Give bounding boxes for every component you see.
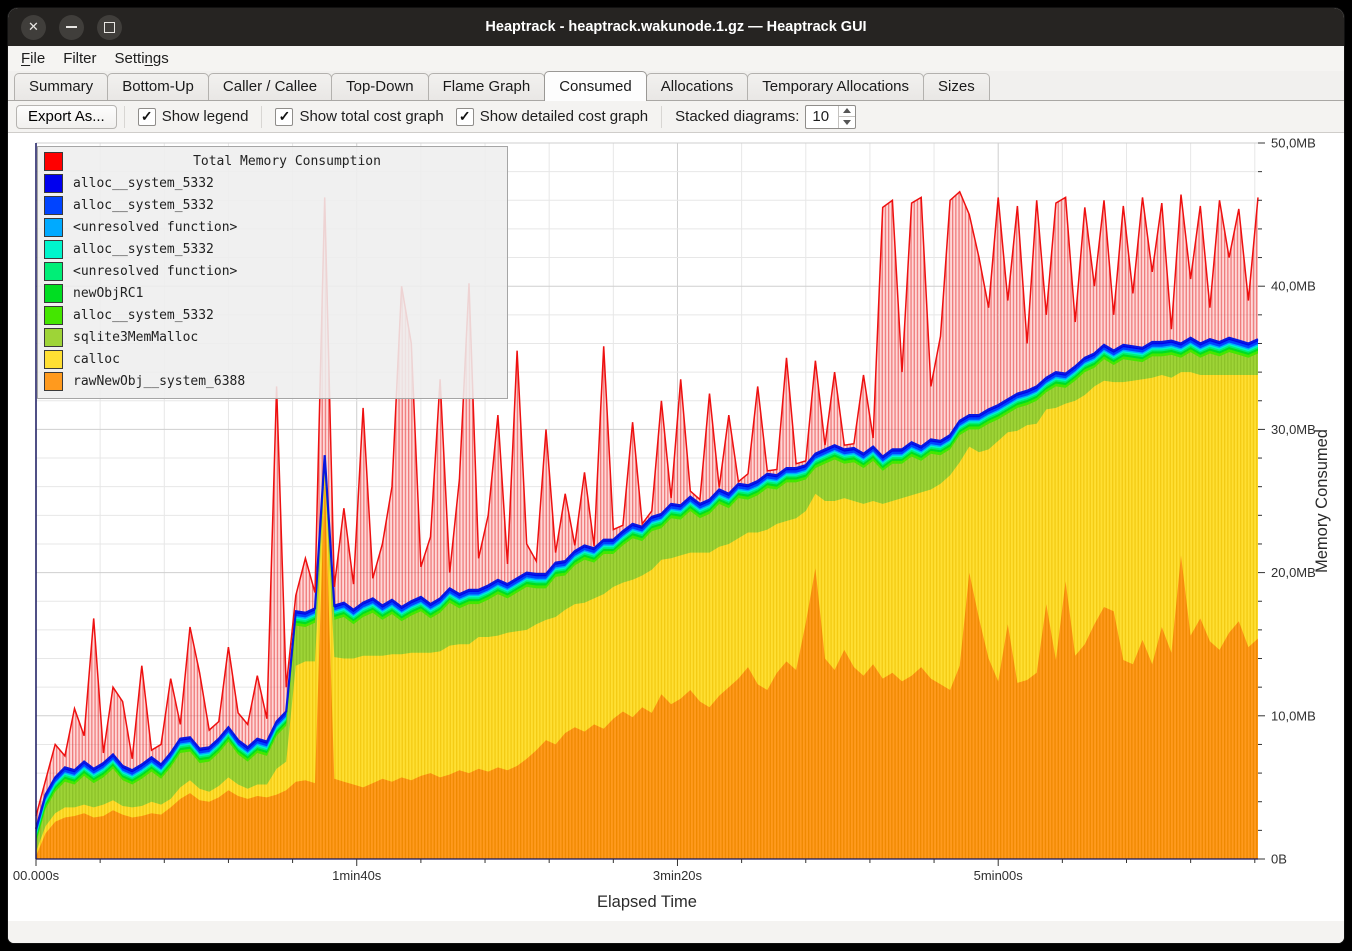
legend-swatch <box>44 283 63 303</box>
legend-label: rawNewObj__system_6388 <box>73 373 246 389</box>
minimize-button[interactable] <box>59 14 84 40</box>
tab-top-down[interactable]: Top-Down <box>331 73 429 100</box>
spin-down-button[interactable] <box>839 116 856 128</box>
legend-label: alloc__system_5332 <box>73 175 214 191</box>
checkbox-icon[interactable] <box>455 107 474 126</box>
maximize-icon <box>104 21 115 33</box>
checkbox-show-legend[interactable]: Show legend <box>137 107 249 126</box>
legend-swatch <box>44 327 63 347</box>
legend-item: alloc__system_5332 <box>38 304 507 326</box>
stacked-diagrams-label: Stacked diagrams: <box>675 108 800 125</box>
legend-label: alloc__system_5332 <box>73 241 214 257</box>
tab-caller-callee[interactable]: Caller / Callee <box>207 73 333 100</box>
tab-consumed[interactable]: Consumed <box>544 71 647 101</box>
legend-label: Total Memory Consumption <box>193 153 381 169</box>
memory-consumption-chart[interactable]: 00.000s 1min40s 3min20s 5min00s 0B 10,0MB 20,0… <box>8 133 1344 921</box>
svg-text:Memory Consumed: Memory Consumed <box>1313 429 1331 573</box>
checkbox-icon[interactable] <box>275 107 294 126</box>
legend-label: sqlite3MemMalloc <box>73 329 199 345</box>
window-bottom-strip <box>8 921 1344 943</box>
legend-label: calloc <box>73 351 120 367</box>
chart-legend: Total Memory Consumption alloc__system_53… <box>37 146 508 399</box>
checkbox-label: Show total cost graph <box>299 108 444 125</box>
legend-swatch <box>44 217 63 237</box>
legend-swatch <box>44 371 63 391</box>
checkbox-icon[interactable] <box>137 107 156 126</box>
svg-text:30,0MB: 30,0MB <box>1271 422 1316 437</box>
menu-file[interactable]: File <box>21 50 46 67</box>
legend-item: <unresolved function> <box>38 260 507 282</box>
legend-item: sqlite3MemMalloc <box>38 326 507 348</box>
legend-item: alloc__system_5332 <box>38 172 507 194</box>
legend-item: calloc <box>38 348 507 370</box>
legend-swatch <box>44 349 63 369</box>
legend-item: alloc__system_5332 <box>38 238 507 260</box>
legend-label: alloc__system_5332 <box>73 307 214 323</box>
tab-bottom-up[interactable]: Bottom-Up <box>107 73 209 100</box>
window-title: Heaptrack - heaptrack.wakunode.1.gz — He… <box>485 19 867 35</box>
checkbox-show-detailed-cost-graph[interactable]: Show detailed cost graph <box>455 107 649 126</box>
tab-allocations[interactable]: Allocations <box>645 73 749 100</box>
spin-up-button[interactable] <box>839 106 855 117</box>
legend-swatch <box>44 305 63 325</box>
legend-item: rawNewObj__system_6388 <box>38 370 507 392</box>
legend-swatch <box>44 239 63 259</box>
tab-flame-graph[interactable]: Flame Graph <box>427 73 546 100</box>
menu-bar: File Filter Settings <box>8 46 1344 71</box>
menu-filter[interactable]: Filter <box>63 50 97 67</box>
legend-swatch <box>44 261 63 281</box>
tab-summary[interactable]: Summary <box>14 73 109 100</box>
legend-item: alloc__system_5332 <box>38 194 507 216</box>
legend-label: newObjRC1 <box>73 285 144 301</box>
svg-text:00.000s: 00.000s <box>13 868 60 883</box>
maximize-button[interactable] <box>97 14 122 40</box>
checkbox-label: Show detailed cost graph <box>479 108 649 125</box>
menu-settings[interactable]: Settings <box>114 50 169 67</box>
legend-label: alloc__system_5332 <box>73 197 214 213</box>
consumed-chart-pane: 00.000s 1min40s 3min20s 5min00s 0B 10,0MB 20,0… <box>8 133 1344 921</box>
tab-temporary-allocations[interactable]: Temporary Allocations <box>747 73 925 100</box>
minimize-icon <box>66 26 77 28</box>
svg-text:Elapsed Time: Elapsed Time <box>597 893 697 911</box>
legend-label: <unresolved function> <box>73 263 238 279</box>
legend-item: newObjRC1 <box>38 282 507 304</box>
svg-text:40,0MB: 40,0MB <box>1271 279 1316 294</box>
spin-down-icon <box>843 119 852 125</box>
spin-up-icon <box>843 108 852 114</box>
toolbar: Export As... Show legend Show total cost … <box>8 101 1344 133</box>
svg-text:1min40s: 1min40s <box>332 868 382 883</box>
legend-swatch <box>44 151 63 171</box>
checkbox-show-total-cost-graph[interactable]: Show total cost graph <box>275 107 444 126</box>
svg-text:50,0MB: 50,0MB <box>1271 136 1316 151</box>
legend-title-row: Total Memory Consumption <box>38 150 507 172</box>
tab-bar: Summary Bottom-Up Caller / Callee Top-Down F… <box>8 71 1344 101</box>
export-as-button[interactable]: Export As... <box>16 104 117 129</box>
app-window: ✕ Heaptrack - heaptrack.wakunode.1.gz — … <box>8 8 1344 943</box>
stacked-diagrams-spinbox[interactable]: 10 <box>805 104 857 129</box>
svg-text:5min00s: 5min00s <box>974 868 1024 883</box>
svg-text:20,0MB: 20,0MB <box>1271 565 1316 580</box>
svg-text:3min20s: 3min20s <box>653 868 703 883</box>
stacked-diagrams-value[interactable]: 10 <box>812 107 830 125</box>
titlebar: ✕ Heaptrack - heaptrack.wakunode.1.gz — … <box>8 8 1344 46</box>
legend-swatch <box>44 195 63 215</box>
svg-text:10,0MB: 10,0MB <box>1271 708 1316 723</box>
tab-sizes[interactable]: Sizes <box>923 73 990 100</box>
checkbox-label: Show legend <box>161 108 249 125</box>
toolbar-separator <box>123 105 125 128</box>
close-button[interactable]: ✕ <box>21 14 46 40</box>
legend-item: <unresolved function> <box>38 216 507 238</box>
legend-label: <unresolved function> <box>73 219 238 235</box>
svg-text:0B: 0B <box>1271 852 1287 867</box>
legend-swatch <box>44 173 63 193</box>
toolbar-separator <box>661 105 663 128</box>
